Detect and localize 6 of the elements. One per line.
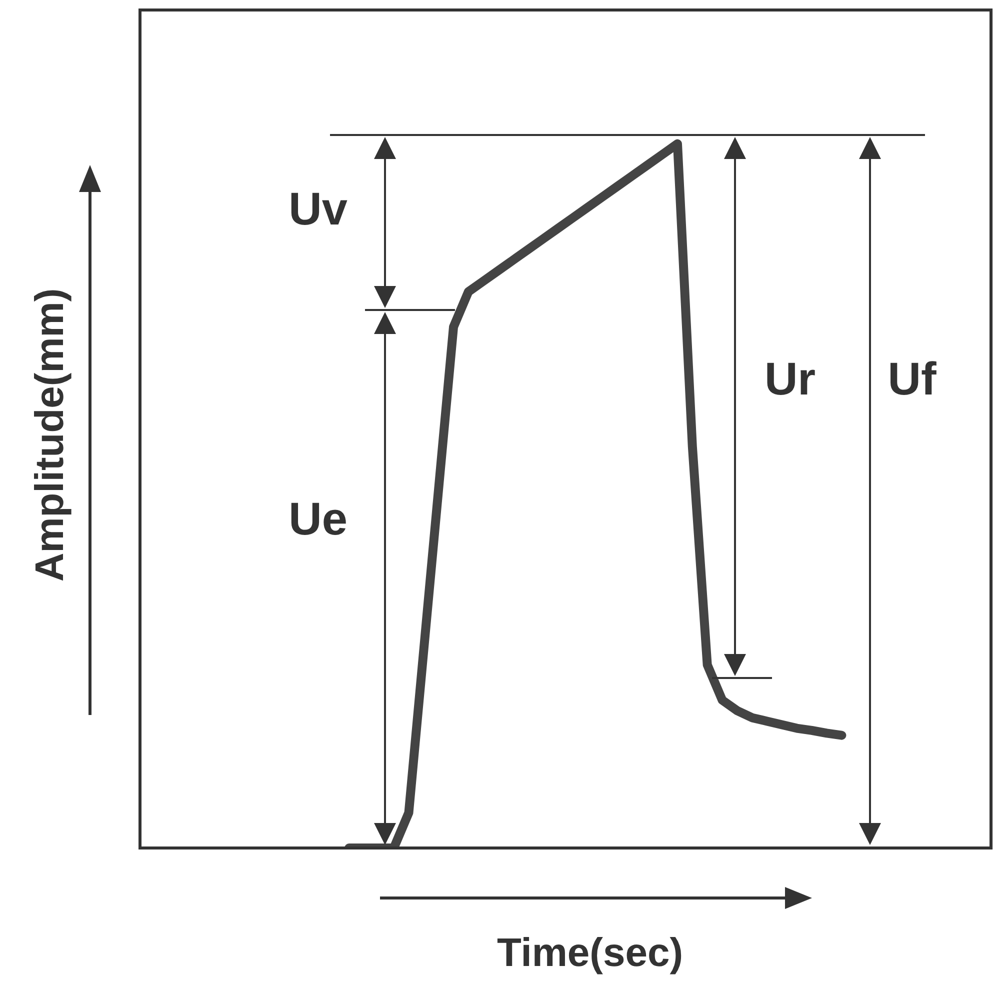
annotation: Ue xyxy=(288,492,348,545)
annotation: Ur xyxy=(764,352,816,405)
x-axis-title: Time(sec) xyxy=(496,931,684,976)
annotation: Uv xyxy=(288,182,348,235)
y-axis-title: Amplitude(mm) xyxy=(28,288,72,582)
annotation: Uf xyxy=(888,352,937,405)
